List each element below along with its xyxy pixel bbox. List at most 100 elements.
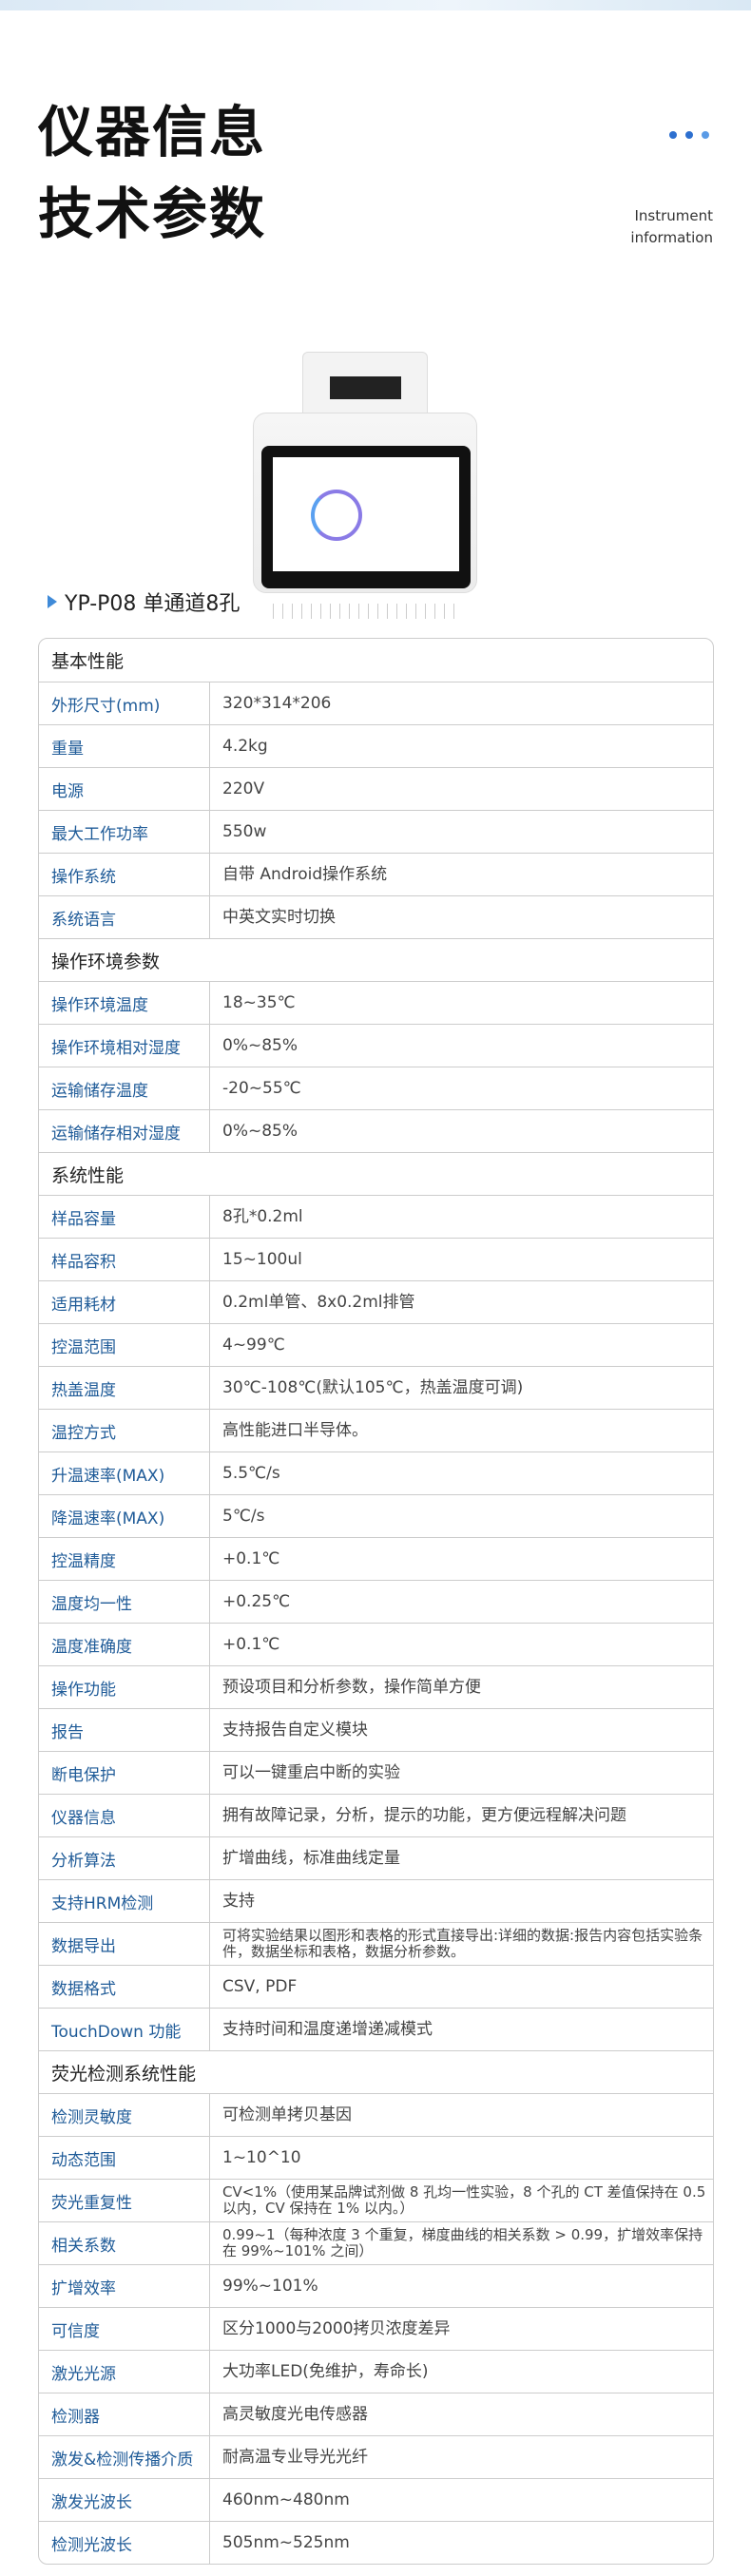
spec-value: 0.2ml单管、8x0.2ml排管	[222, 1293, 415, 1312]
spec-value: 自带 Android操作系统	[222, 865, 388, 884]
table-row: 支持HRM检测 支持	[39, 1879, 713, 1922]
table-row: 运输储存相对湿度 0%~85%	[39, 1109, 713, 1152]
page-subtitle: 技术参数	[38, 182, 267, 246]
section-header: 基本性能	[51, 651, 125, 672]
spec-value: 550w	[222, 822, 267, 841]
english-caption: Instrument information	[630, 205, 713, 249]
spec-value: 支持报告自定义模块	[222, 1721, 368, 1740]
section-header: 系统性能	[39, 1152, 713, 1195]
spec-label: 激发&检测传播介质	[39, 2436, 210, 2478]
spec-value: 耐高温专业导光光纤	[222, 2448, 368, 2467]
table-row: 热盖温度 30℃-108℃(默认105℃，热盖温度可调)	[39, 1366, 713, 1409]
table-row: 电源 220V	[39, 767, 713, 810]
spec-label: 操作功能	[39, 1666, 210, 1708]
dots-decoration-icon	[669, 131, 709, 139]
spec-label: 检测灵敏度	[39, 2094, 210, 2136]
table-row: 降温速率(MAX) 5℃/s	[39, 1494, 713, 1537]
spec-value: 15~100ul	[222, 1250, 302, 1269]
table-row: 操作环境相对湿度 0%~85%	[39, 1024, 713, 1067]
spec-value: 0.99~1（每种浓度 3 个重复，梯度曲线的相关系数 > 0.99，扩增效率保…	[222, 2226, 703, 2259]
table-row: 可信度 区分1000与2000拷贝浓度差异	[39, 2307, 713, 2350]
spec-value: 4~99℃	[222, 1336, 285, 1355]
table-row: 仪器信息 拥有故障记录，分析，提示的功能，更方便远程解决问题	[39, 1794, 713, 1836]
table-row: 重量 4.2kg	[39, 724, 713, 767]
spec-value: 30℃-108℃(默认105℃，热盖温度可调)	[222, 1378, 524, 1397]
spec-label: 降温速率(MAX)	[39, 1495, 210, 1537]
section-header: 操作环境参数	[39, 938, 713, 981]
spec-label: 升温速率(MAX)	[39, 1452, 210, 1494]
spec-value: 18~35℃	[222, 993, 296, 1012]
product-model: YP-P08 单通道8孔	[48, 586, 240, 617]
table-row: 检测光波长 505nm~525nm	[39, 2521, 713, 2564]
spec-label: 电源	[39, 768, 210, 810]
spec-label: 报告	[39, 1709, 210, 1751]
caption-line: information	[630, 229, 713, 246]
spec-label: 控温范围	[39, 1324, 210, 1366]
table-row: 控温范围 4~99℃	[39, 1323, 713, 1366]
table-row: 检测器 高灵敏度光电传感器	[39, 2393, 713, 2435]
spec-label: TouchDown 功能	[39, 2009, 210, 2050]
table-row: 温控方式 高性能进口半导体。	[39, 1409, 713, 1451]
spec-label: 样品容量	[39, 1196, 210, 1238]
spec-label: 运输储存相对湿度	[39, 1110, 210, 1152]
table-row: 升温速率(MAX) 5.5℃/s	[39, 1451, 713, 1494]
spec-label: 运输储存温度	[39, 1067, 210, 1109]
spec-value: +0.25℃	[222, 1592, 291, 1611]
spec-label: 温度准确度	[39, 1624, 210, 1665]
spec-label: 温控方式	[39, 1410, 210, 1451]
spec-value: 可以一键重启中断的实验	[222, 1763, 400, 1782]
table-row: 适用耗材 0.2ml单管、8x0.2ml排管	[39, 1280, 713, 1323]
table-row: 检测灵敏度 可检测单拷贝基因	[39, 2093, 713, 2136]
spec-label: 控温精度	[39, 1538, 210, 1580]
spec-label: 样品容积	[39, 1239, 210, 1280]
spec-value: 高灵敏度光电传感器	[222, 2405, 368, 2424]
spec-label: 激光光源	[39, 2351, 210, 2393]
spec-value: 预设项目和分析参数，操作简单方便	[222, 1678, 481, 1697]
table-row: 动态范围 1~10^10	[39, 2136, 713, 2179]
table-row: 分析算法 扩增曲线，标准曲线定量	[39, 1836, 713, 1879]
spec-label: 相关系数	[39, 2222, 210, 2264]
spec-value: 1~10^10	[222, 2148, 301, 2167]
table-row: TouchDown 功能 支持时间和温度递增递减模式	[39, 2008, 713, 2050]
table-row: 温度均一性 +0.25℃	[39, 1580, 713, 1623]
spec-value: 大功率LED(免维护，寿命长)	[222, 2362, 429, 2381]
table-row: 温度准确度 +0.1℃	[39, 1623, 713, 1665]
spec-label: 系统语言	[39, 896, 210, 938]
table-row: 操作功能 预设项目和分析参数，操作简单方便	[39, 1665, 713, 1708]
spec-label: 动态范围	[39, 2137, 210, 2179]
spec-label: 适用耗材	[39, 1281, 210, 1323]
spec-table: 基本性能外形尺寸(mm) 320*314*206 重量 4.2kg 电源 220V 最大工作…	[38, 638, 714, 2565]
spec-label: 断电保护	[39, 1752, 210, 1794]
spec-label: 激发光波长	[39, 2479, 210, 2521]
table-row: 激光光源 大功率LED(免维护，寿命长)	[39, 2350, 713, 2393]
top-band	[0, 0, 751, 10]
spec-value: 中英文实时切换	[222, 908, 336, 927]
spec-value: 高性能进口半导体。	[222, 1421, 368, 1440]
table-row: 样品容量 8孔*0.2ml	[39, 1195, 713, 1238]
page-title: 仪器信息	[38, 100, 267, 164]
spec-value: +0.1℃	[222, 1635, 280, 1654]
spec-label: 数据导出	[39, 1923, 210, 1965]
spec-value: 扩增曲线，标准曲线定量	[222, 1849, 400, 1868]
spec-value: 区分1000与2000拷贝浓度差异	[222, 2319, 451, 2338]
spec-label: 操作系统	[39, 854, 210, 895]
spec-value: 8孔*0.2ml	[222, 1207, 303, 1226]
spec-label: 检测器	[39, 2393, 210, 2435]
table-row: 荧光重复性 CV<1%（使用某品牌试剂做 8 孔均一性实验，8 个孔的 CT 差值…	[39, 2179, 713, 2221]
spec-value: 5℃/s	[222, 1507, 265, 1526]
table-row: 激发光波长 460nm~480nm	[39, 2478, 713, 2521]
spec-value: 5.5℃/s	[222, 1464, 280, 1483]
spec-value: 4.2kg	[222, 737, 268, 756]
spec-label: 最大工作功率	[39, 811, 210, 853]
spec-value: 99%~101%	[222, 2277, 318, 2296]
spec-label: 检测光波长	[39, 2522, 210, 2564]
spec-label: 分析算法	[39, 1837, 210, 1879]
spec-value: 可将实验结果以图形和表格的形式直接导出:详细的数据:报告内容包括实验条件，数据坐…	[222, 1927, 703, 1960]
table-row: 外形尺寸(mm) 320*314*206	[39, 682, 713, 724]
table-row: 数据格式 CSV, PDF	[39, 1965, 713, 2008]
table-row: 报告 支持报告自定义模块	[39, 1708, 713, 1751]
caption-line: Instrument	[634, 207, 713, 224]
spec-label: 热盖温度	[39, 1367, 210, 1409]
product-image	[253, 352, 477, 627]
table-row: 操作环境温度 18~35℃	[39, 981, 713, 1024]
